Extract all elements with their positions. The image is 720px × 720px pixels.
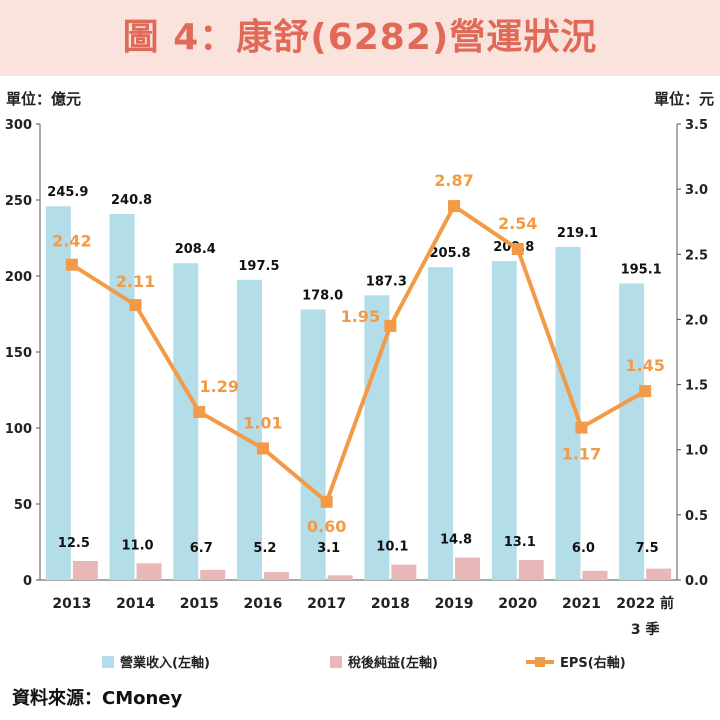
revenue-data-label: 245.9 <box>47 185 88 200</box>
revenue-bar <box>109 213 135 580</box>
x-tick-label: 2020 <box>498 596 537 612</box>
eps-point <box>384 319 397 332</box>
x-tick-label: 2014 <box>116 596 155 612</box>
eps-data-label: 2.11 <box>116 272 155 291</box>
revenue-data-label: 205.8 <box>429 246 470 261</box>
legend-revenue-label: 營業收入(左軸) <box>120 655 210 671</box>
legend-eps-label: EPS(右軸) <box>560 655 626 671</box>
net-income-bar <box>518 560 544 580</box>
revenue-bar <box>300 309 326 580</box>
net-income-data-label: 6.0 <box>572 541 595 556</box>
net-income-bar <box>72 561 98 580</box>
left-tick-label: 250 <box>5 194 32 209</box>
net-income-data-label: 10.1 <box>376 540 408 555</box>
left-tick-label: 100 <box>5 422 32 437</box>
net-income-data-label: 13.1 <box>504 535 536 550</box>
eps-point <box>129 299 142 312</box>
revenue-bar <box>428 267 454 580</box>
eps-data-label: 2.54 <box>498 214 537 233</box>
net-income-bar <box>200 569 226 580</box>
x-tick-label: 2015 <box>180 596 219 612</box>
chart-title: 圖 4：康舒(6282)營運狀況 <box>122 17 598 58</box>
right-axis-unit: 單位：元 <box>653 90 714 108</box>
source-note: 資料來源：CMoney <box>12 688 183 709</box>
eps-point <box>639 385 652 398</box>
x-tick-label: 2017 <box>307 596 346 612</box>
eps-data-label: 1.95 <box>341 307 380 326</box>
net-income-bar <box>646 568 672 580</box>
eps-line <box>70 204 647 504</box>
legend-revenue-swatch <box>102 656 114 668</box>
revenue-bar <box>619 283 645 580</box>
net-income-data-label: 6.7 <box>190 541 213 556</box>
right-tick-label: 3.0 <box>685 183 708 198</box>
eps-point <box>448 200 461 213</box>
revenue-bar <box>491 261 517 580</box>
eps-point <box>65 258 78 271</box>
eps-point <box>320 495 333 508</box>
left-tick-label: 50 <box>14 498 32 513</box>
legend-net-income-swatch <box>330 656 342 668</box>
right-tick-label: 0.0 <box>685 574 708 589</box>
title-bar: 圖 4：康舒(6282)營運狀況 <box>0 0 720 76</box>
revenue-bar <box>173 263 199 580</box>
legend-eps-marker <box>535 657 545 667</box>
x-tick-label: 3 季 <box>631 621 660 638</box>
net-income-data-label: 14.8 <box>440 533 472 548</box>
net-income-data-label: 7.5 <box>636 541 659 556</box>
revenue-data-label: 187.3 <box>366 274 407 289</box>
right-tick-label: 1.0 <box>685 444 708 459</box>
net-income-bar <box>263 572 289 580</box>
eps-point <box>256 442 269 455</box>
left-axis-unit: 單位：億元 <box>6 90 82 108</box>
right-tick-label: 1.5 <box>685 379 708 394</box>
x-tick-label: 2016 <box>243 596 282 612</box>
x-tick-label: 2022 前 <box>616 595 674 612</box>
revenue-data-label: 195.1 <box>621 262 662 277</box>
left-tick-label: 200 <box>5 270 32 285</box>
eps-data-label: 0.60 <box>307 517 346 536</box>
x-tick-label: 2019 <box>435 596 474 612</box>
net-income-data-label: 3.1 <box>317 541 340 556</box>
left-tick-label: 150 <box>5 346 32 361</box>
x-tick-label: 2018 <box>371 596 410 612</box>
right-tick-label: 0.5 <box>685 509 708 524</box>
revenue-bar <box>236 279 262 580</box>
revenue-data-label: 219.1 <box>557 226 598 241</box>
net-income-bar <box>455 557 481 580</box>
eps-point <box>193 405 206 418</box>
x-tick-label: 2021 <box>562 596 601 612</box>
revenue-data-label: 240.8 <box>111 193 152 208</box>
revenue-data-label: 178.0 <box>302 288 343 303</box>
eps-point <box>511 243 524 256</box>
eps-data-label: 1.17 <box>562 445 601 464</box>
net-income-bar <box>136 563 162 580</box>
right-tick-label: 2.5 <box>685 248 708 263</box>
left-tick-label: 0 <box>23 574 32 589</box>
right-tick-label: 2.0 <box>685 313 708 328</box>
right-tick-label: 3.5 <box>685 118 708 133</box>
net-income-data-label: 5.2 <box>253 541 276 556</box>
eps-data-label: 1.29 <box>200 377 239 396</box>
x-tick-label: 2013 <box>52 596 91 612</box>
net-income-bar <box>582 570 608 580</box>
left-tick-label: 300 <box>5 118 32 133</box>
eps-point <box>575 421 588 434</box>
legend-net-income-label: 稅後純益(左軸) <box>348 655 438 671</box>
net-income-data-label: 12.5 <box>58 536 90 551</box>
eps-data-label: 2.87 <box>434 171 473 190</box>
net-income-bar <box>391 564 417 580</box>
net-income-data-label: 11.0 <box>122 538 154 553</box>
eps-data-label: 1.01 <box>243 413 282 432</box>
revenue-data-label: 208.4 <box>175 242 216 257</box>
eps-data-label: 1.45 <box>625 356 664 375</box>
revenue-data-label: 197.5 <box>238 259 279 274</box>
eps-data-label: 2.42 <box>52 232 91 251</box>
net-income-bar <box>327 575 353 580</box>
